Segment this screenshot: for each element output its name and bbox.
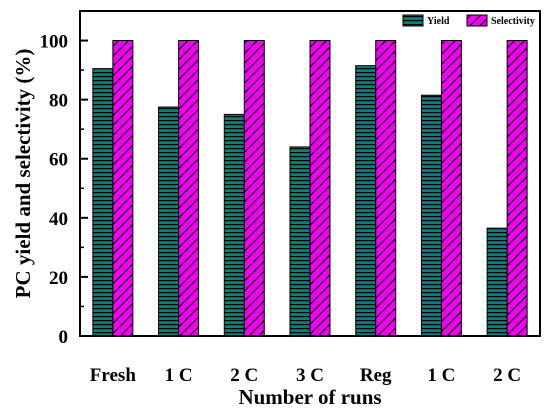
bar-selectivity-7 (506, 40, 528, 337)
bar-selectivity-3 (243, 40, 265, 337)
y-tick-label-80: 80 (49, 91, 68, 112)
bar-selectivity-6 (440, 40, 462, 337)
legend: Yield Selectivity (402, 14, 535, 27)
bar-yield-7 (486, 227, 508, 337)
x-tick-label-2: 1 C (165, 365, 193, 386)
y-tick-label-0: 0 (59, 327, 69, 348)
legend-swatch-yield (402, 14, 424, 27)
x-tick-label-4: 3 C (296, 365, 324, 386)
bar-selectivity-2 (178, 40, 200, 337)
bar-yield-6 (420, 94, 442, 337)
bar-yield-3 (223, 113, 245, 337)
plot-frame (79, 10, 541, 337)
bar-yield-1 (92, 68, 114, 337)
bar-selectivity-1 (112, 40, 134, 337)
y-tick-label-20: 20 (49, 268, 68, 289)
bars-group (92, 40, 528, 337)
bar-yield-2 (158, 106, 180, 337)
axes-group (79, 10, 541, 337)
legend-label-selectivity: Selectivity (491, 16, 535, 27)
x-tick-label-1: Fresh (90, 365, 137, 386)
x-tick-label-7: 2 C (493, 365, 521, 386)
x-tick-label-5: Reg (360, 365, 392, 386)
legend-label-yield: Yield (427, 16, 450, 27)
x-axis-title: Number of runs (238, 385, 381, 409)
y-axis-title: PC yield and selectivity (%) (11, 49, 35, 299)
x-tick-label-3: 2 C (230, 365, 258, 386)
bar-yield-5 (355, 65, 377, 337)
bar-selectivity-5 (375, 40, 397, 337)
bar-selectivity-4 (309, 40, 331, 337)
bar-yield-4 (289, 146, 311, 337)
y-tick-label-60: 60 (49, 150, 68, 171)
x-tick-label-6: 1 C (427, 365, 455, 386)
y-tick-label-100: 100 (40, 32, 69, 53)
y-tick-label-40: 40 (49, 209, 68, 230)
legend-swatch-selectivity (466, 14, 488, 27)
